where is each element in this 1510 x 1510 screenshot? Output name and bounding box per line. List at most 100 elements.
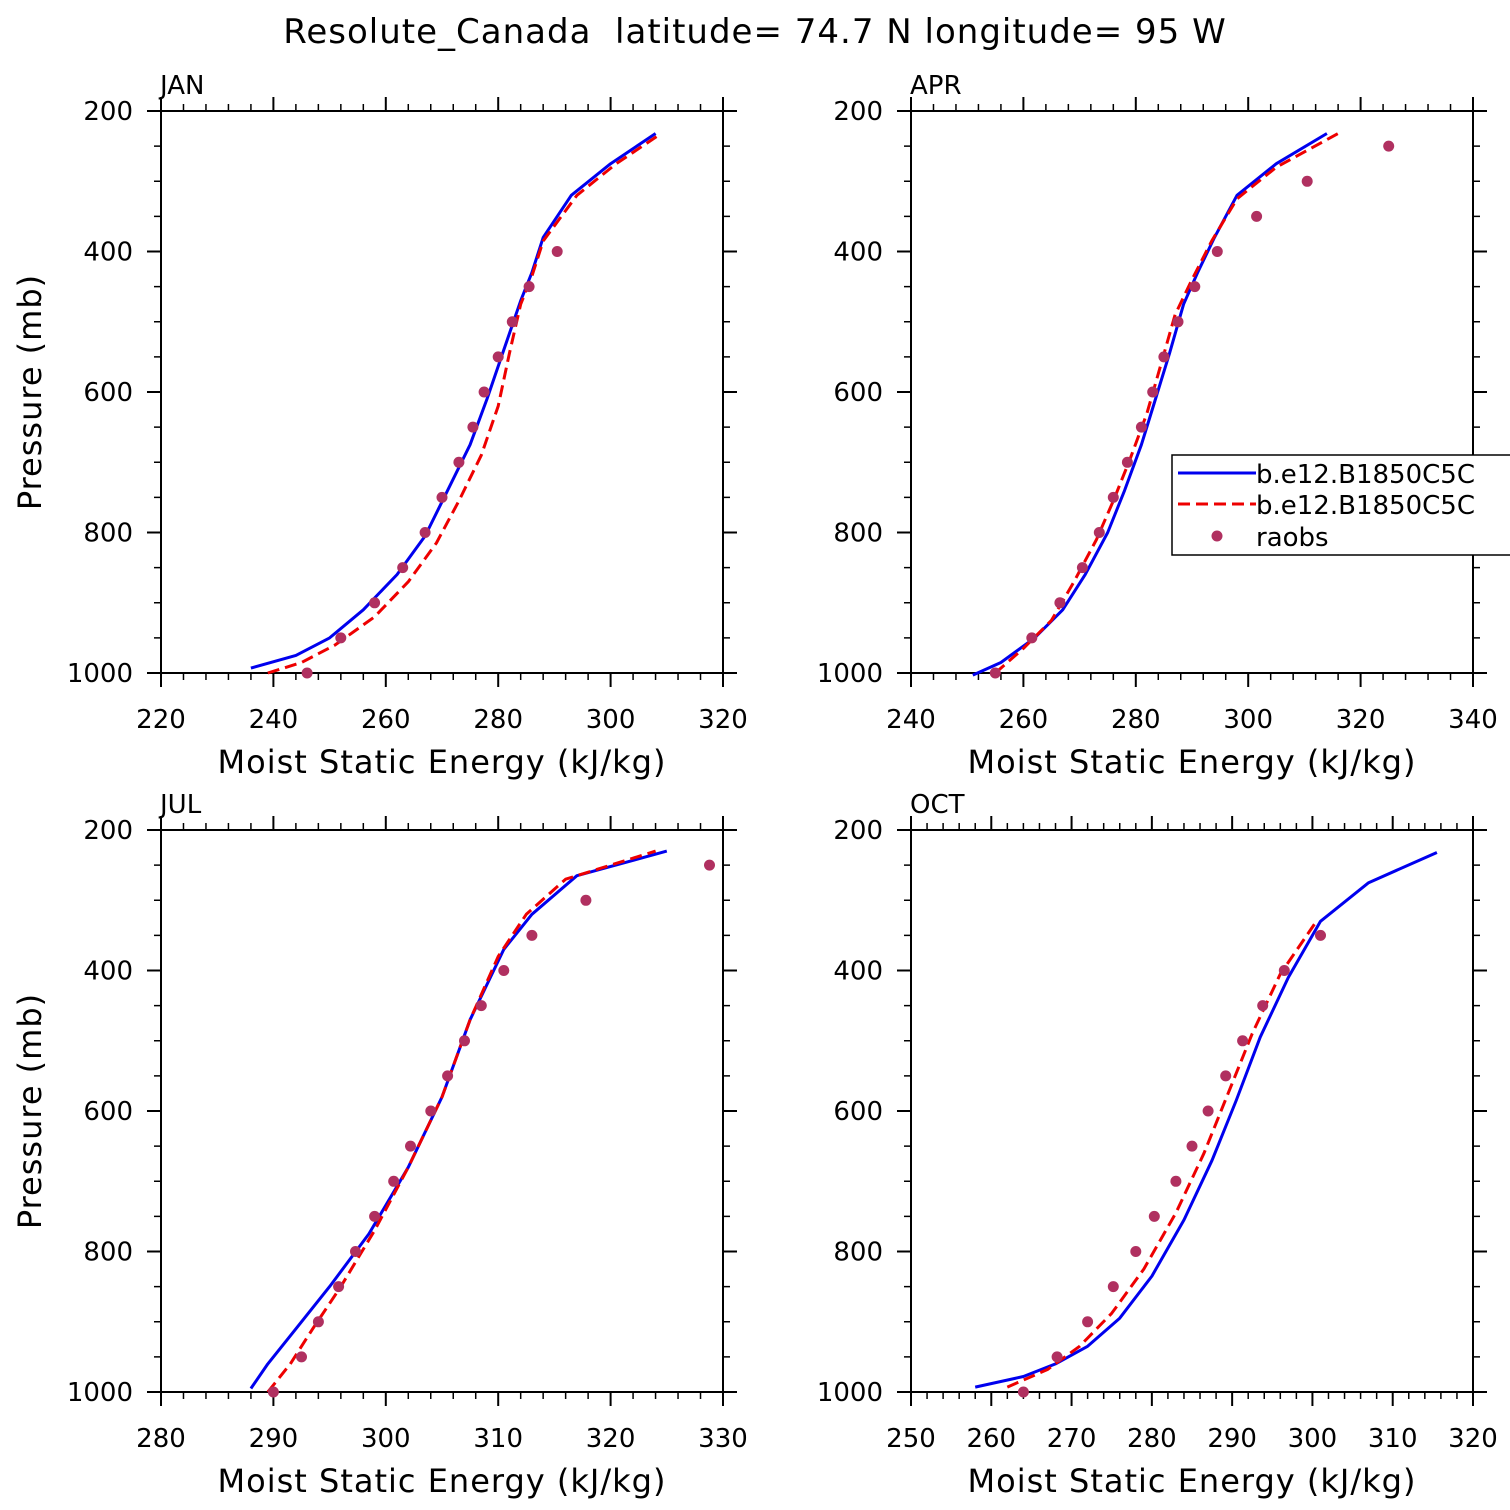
obs-point: [1251, 210, 1263, 222]
plot-frame: [910, 110, 1474, 674]
y-tick-label: 1000: [817, 1378, 883, 1408]
obs-point: [551, 246, 563, 257]
obs-point: [1135, 421, 1147, 433]
obs-point: [478, 386, 490, 398]
obs-point: [442, 1070, 454, 1082]
obs-point: [506, 316, 518, 328]
x-tick-label: 300: [1288, 1424, 1338, 1454]
x-tick-label: 280: [136, 1424, 186, 1454]
panel-apr: APR 240 260 280 300 320 340 200 400 600 800 1000 Moi…: [817, 71, 1510, 781]
x-tick-label: 300: [361, 1424, 411, 1454]
series-line-model1: [249, 849, 668, 1390]
x-tick-label: 310: [473, 1424, 523, 1454]
plot-frame: [910, 829, 1474, 1393]
obs-point: [989, 667, 1001, 679]
obs-point: [526, 929, 538, 941]
y-tick-label: 800: [83, 519, 133, 549]
legend-label: b.e12.B1850C5C: [1256, 491, 1475, 521]
y-tick-label: 400: [83, 238, 133, 268]
obs-point: [1202, 1105, 1214, 1117]
y-tick-label: 400: [833, 238, 883, 268]
chart-title: Resolute_Canada latitude= 74.7 N longitu…: [283, 12, 1227, 52]
obs-point: [1158, 351, 1170, 363]
plot-area: [972, 132, 1339, 677]
panel-label: JUL: [158, 790, 202, 820]
series-line-model1: [974, 851, 1438, 1389]
obs-point: [1121, 456, 1133, 468]
plot-area: [974, 851, 1438, 1389]
obs-point: [1278, 965, 1290, 976]
obs-point: [1054, 597, 1066, 609]
obs-point: [267, 1386, 279, 1398]
obs-point: [1076, 562, 1088, 574]
x-tick-label: 290: [1207, 1424, 1257, 1454]
y-tick-label: 200: [83, 816, 133, 846]
x-tick-label: 330: [698, 1424, 748, 1454]
x-tick-label: 310: [1368, 1424, 1418, 1454]
obs-point: [1093, 527, 1105, 538]
x-tick-label: 300: [586, 705, 636, 735]
x-axis-label: Moist Static Energy (kJ/kg): [218, 1462, 667, 1500]
obs-point: [492, 351, 504, 363]
obs-point: [498, 965, 510, 976]
y-tick-label: 200: [83, 97, 133, 127]
y-tick-label: 400: [833, 957, 883, 987]
x-tick-label: 280: [1127, 1424, 1177, 1454]
obs-point: [1148, 1210, 1160, 1222]
x-tick-label: 250: [886, 1424, 936, 1454]
x-tick-label: 260: [999, 705, 1049, 735]
legend-swatch-obs: [1211, 530, 1223, 542]
obs-point: [425, 1105, 437, 1117]
panel-label: APR: [910, 71, 962, 101]
panel-oct: OCT 250 260 270 280 290 300 310 320 200 400 600 800 1…: [817, 790, 1498, 1500]
obs-point: [1172, 316, 1184, 328]
obs-point: [369, 1210, 381, 1222]
plot-frame: [160, 829, 724, 1393]
y-tick-label: 200: [833, 816, 883, 846]
obs-point: [1170, 1175, 1182, 1187]
series-line-model2: [1006, 920, 1318, 1389]
obs-point: [312, 1316, 324, 1328]
obs-point: [419, 527, 431, 538]
obs-point: [405, 1140, 416, 1152]
obs-point: [296, 1351, 307, 1363]
obs-point: [1186, 1140, 1198, 1152]
x-tick-label: 320: [1448, 1424, 1498, 1454]
obs-point: [1220, 1070, 1232, 1082]
y-tick-label: 1000: [817, 659, 883, 689]
x-tick-label: 340: [1448, 705, 1498, 735]
obs-point: [1383, 140, 1395, 152]
series-line-model2: [266, 849, 657, 1393]
obs-point: [1237, 1035, 1249, 1047]
x-tick-label: 240: [249, 705, 299, 735]
y-tick-label: 800: [833, 519, 883, 549]
panel-label: OCT: [910, 790, 965, 820]
obs-point: [1107, 1281, 1119, 1293]
obs-point: [436, 491, 448, 503]
obs-point: [523, 281, 535, 293]
obs-point: [335, 632, 347, 644]
panel-jul: JUL 280 290 300 310 320 330 200 400 600 800 1000 Moi…: [11, 790, 748, 1500]
obs-point: [459, 1035, 470, 1047]
obs-point: [1257, 1000, 1269, 1012]
x-tick-label: 220: [136, 705, 186, 735]
obs-point: [1301, 175, 1313, 187]
legend-label: b.e12.B1850C5C: [1256, 460, 1475, 490]
obs-point: [453, 456, 465, 468]
y-tick-label: 800: [833, 1238, 883, 1268]
plot-frame: [160, 110, 724, 674]
y-axis-label: Pressure (mb): [11, 274, 49, 510]
obs-point: [580, 894, 592, 906]
x-tick-label: 260: [361, 705, 411, 735]
obs-point: [369, 597, 381, 609]
obs-point: [1017, 1386, 1029, 1398]
obs-point: [1082, 1316, 1094, 1328]
x-tick-label: 300: [1223, 705, 1273, 735]
y-tick-label: 600: [83, 1097, 133, 1127]
obs-point: [704, 859, 715, 871]
x-tick-label: 290: [249, 1424, 299, 1454]
x-tick-label: 280: [473, 705, 523, 735]
obs-point: [1189, 281, 1201, 293]
